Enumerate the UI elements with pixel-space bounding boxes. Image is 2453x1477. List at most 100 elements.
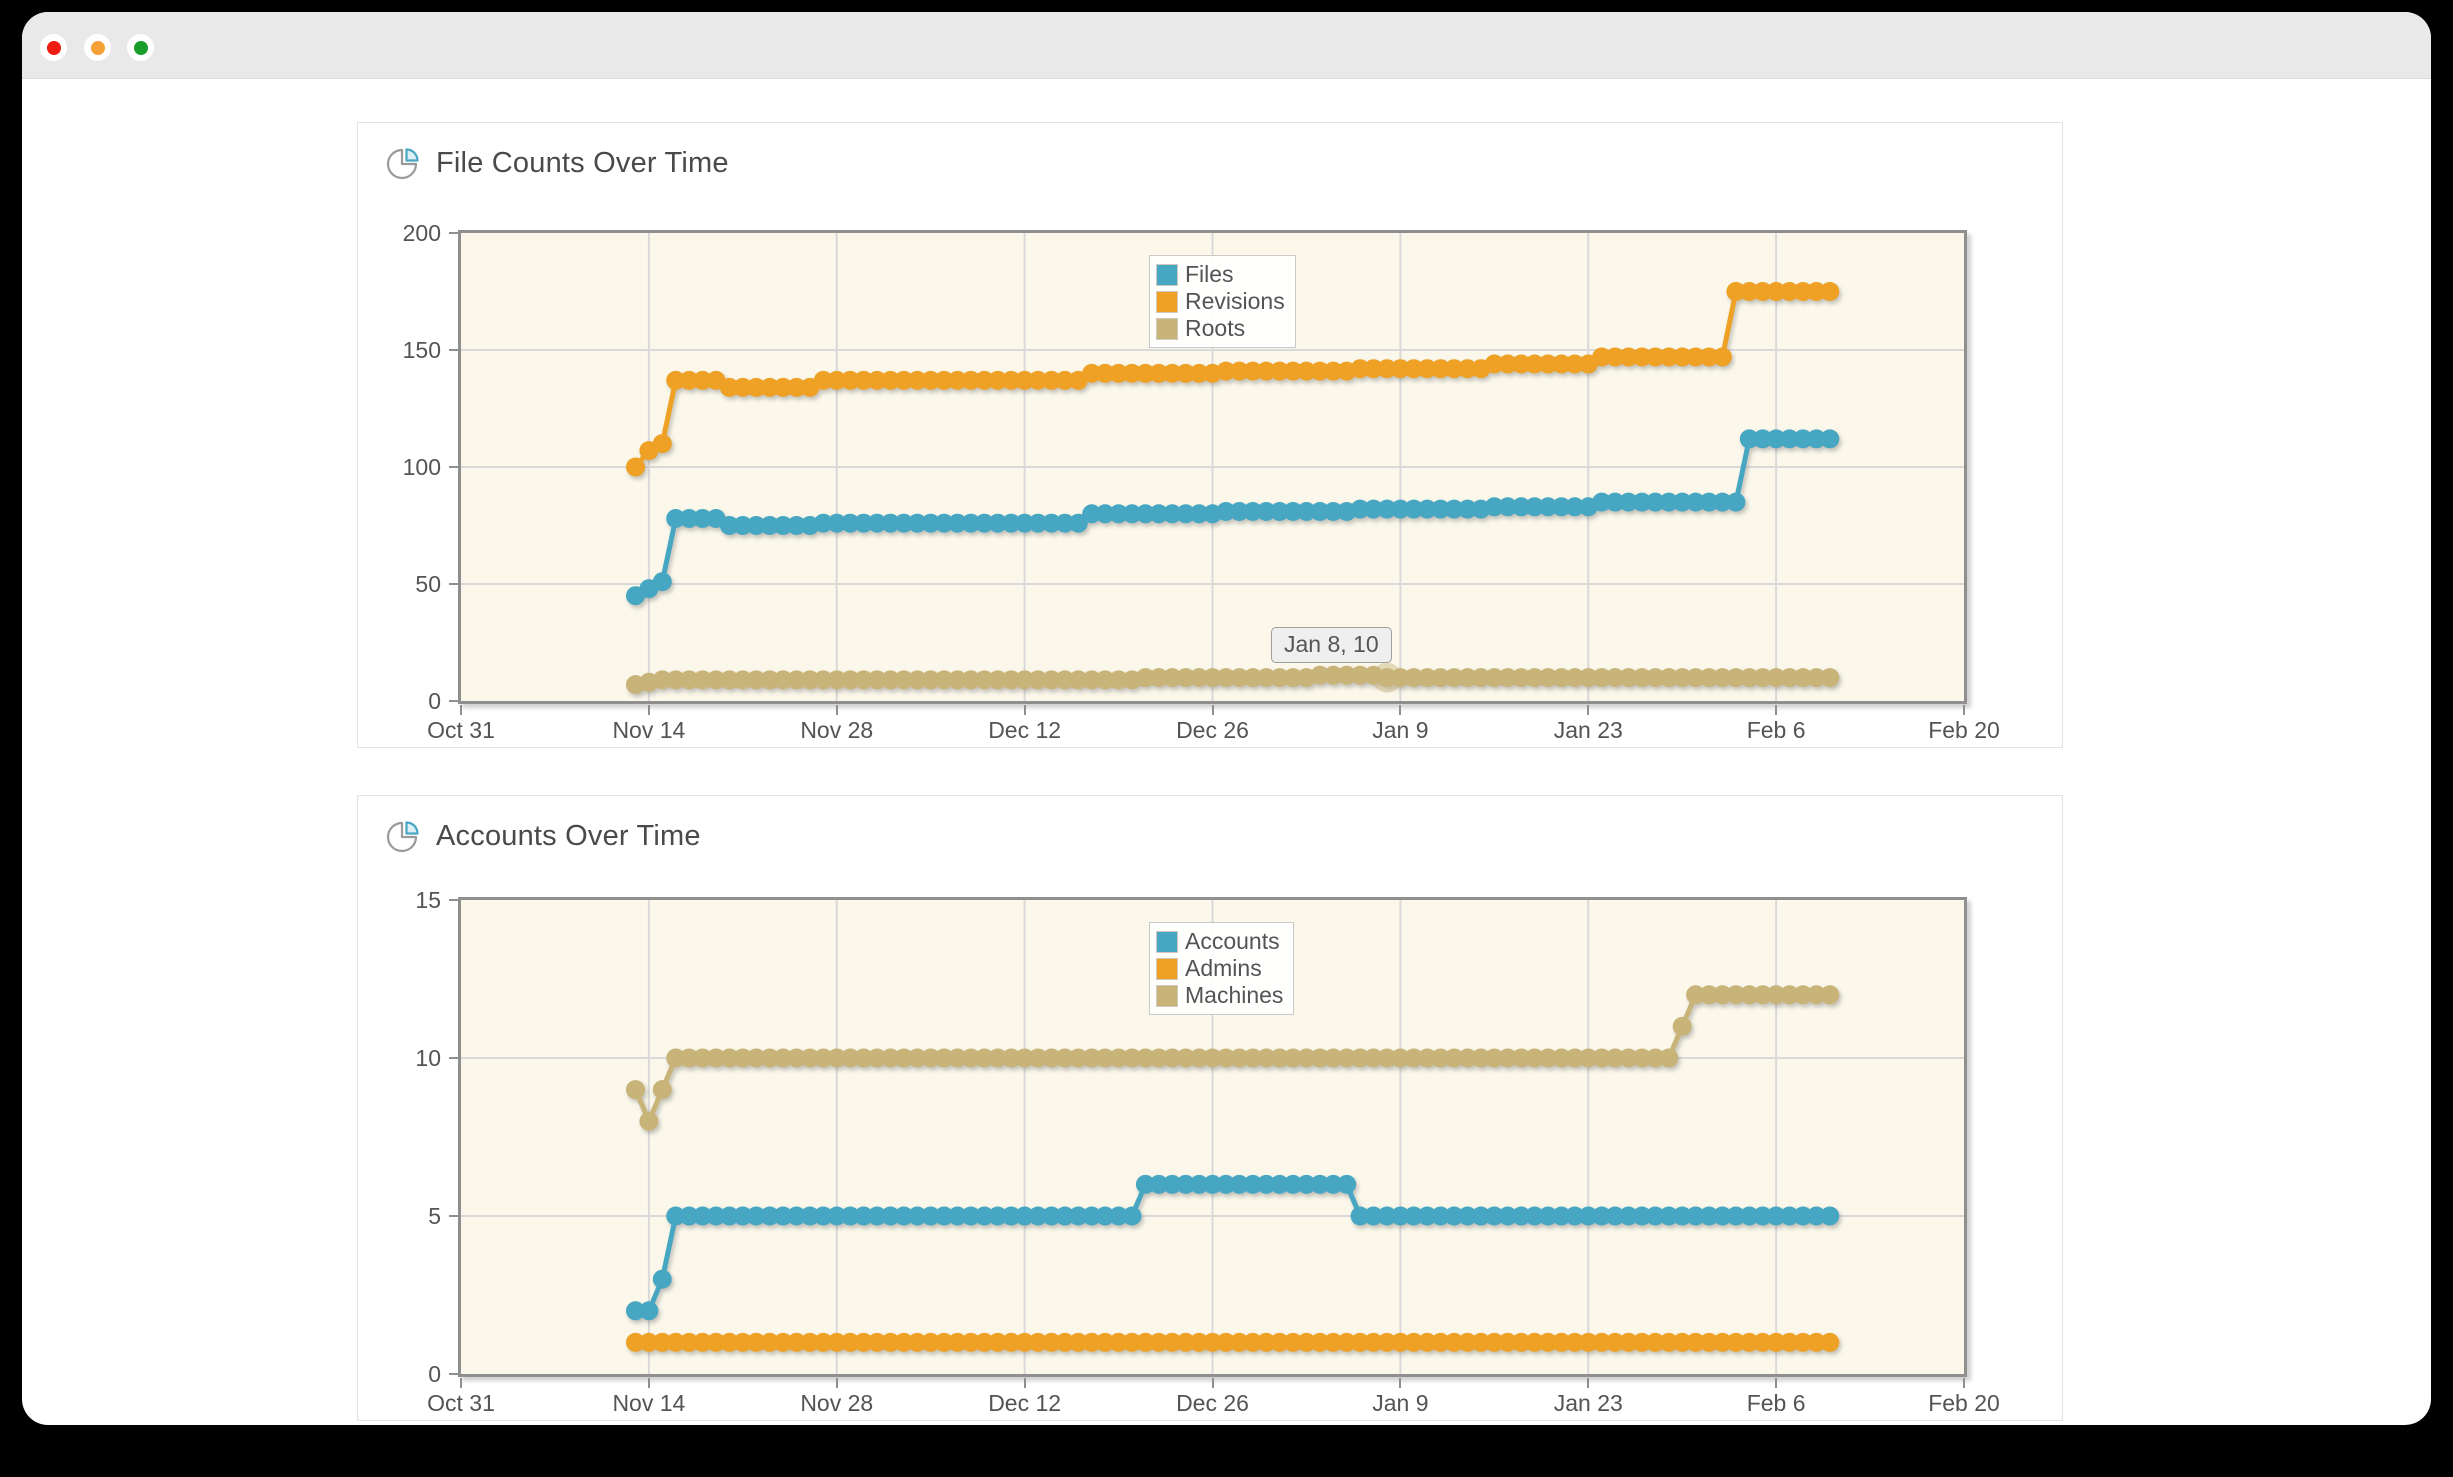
series-roots: [626, 665, 1840, 695]
minimize-icon: [90, 40, 105, 55]
legend-swatch: [1156, 290, 1178, 313]
x-tick-label: Nov 28: [800, 1390, 874, 1416]
accounts-card: Accounts Over Time Accounts Admins Machine…: [357, 795, 2063, 1421]
x-tick-mark: [1399, 1378, 1402, 1388]
y-tick-mark: [449, 466, 458, 468]
y-tick-mark: [449, 1057, 458, 1059]
y-tick-mark: [449, 899, 458, 901]
x-tick-label: Jan 9: [1372, 717, 1429, 743]
legend-label: Admins: [1185, 955, 1262, 981]
y-tick-mark: [449, 1373, 458, 1375]
x-tick-mark: [1023, 1378, 1026, 1388]
y-tick-label: 5: [428, 1203, 441, 1229]
x-tick-mark: [1211, 705, 1214, 715]
x-tick-mark: [1211, 1378, 1214, 1388]
x-tick-label: Nov 14: [612, 717, 686, 743]
legend-item: Accounts: [1156, 928, 1283, 955]
minimize-button[interactable]: [84, 34, 111, 61]
zoom-icon: [133, 40, 148, 55]
series-revisions: [626, 282, 1840, 477]
y-tick-label: 150: [402, 337, 441, 363]
y-tick-mark: [449, 583, 458, 585]
legend-item: Revisions: [1156, 288, 1285, 315]
y-tick-label: 0: [428, 1361, 441, 1387]
x-tick-label: Feb 20: [1928, 717, 2000, 743]
x-tick-mark: [835, 705, 838, 715]
plot-area[interactable]: Files Revisions Roots Jan 8, 10: [458, 230, 1967, 704]
window-titlebar: [22, 12, 2431, 79]
legend-label: Roots: [1185, 315, 1246, 341]
x-tick-label: Feb 6: [1746, 717, 1806, 743]
legend-item: Roots: [1156, 315, 1285, 342]
legend-item: Files: [1156, 261, 1285, 288]
x-tick-label: Oct 31: [427, 717, 495, 743]
legend: Files Revisions Roots: [1149, 255, 1296, 348]
x-tick-mark: [460, 705, 462, 715]
chart-canvas[interactable]: [461, 900, 1964, 1374]
legend-swatch: [1156, 317, 1178, 340]
x-tick-mark: [1587, 1378, 1590, 1388]
y-tick-label: 10: [415, 1045, 441, 1071]
x-tick-label: Jan 9: [1372, 1390, 1429, 1416]
x-tick-mark: [835, 1378, 838, 1388]
x-tick-label: Oct 31: [427, 1390, 495, 1416]
x-tick-mark: [1587, 705, 1590, 715]
app-window: File Counts Over Time Files Revisions Root…: [22, 12, 2431, 1425]
x-tick-label: Feb 20: [1928, 1390, 2000, 1416]
chart-title: File Counts Over Time: [436, 146, 729, 179]
series-admins: [626, 1332, 1840, 1352]
legend-item: Admins: [1156, 955, 1283, 982]
x-tick-mark: [1775, 1378, 1778, 1388]
y-tick-label: 15: [415, 887, 441, 913]
legend-swatch: [1156, 930, 1178, 953]
x-tick-label: Feb 6: [1746, 1390, 1806, 1416]
y-tick-mark: [449, 700, 458, 702]
x-tick-mark: [1399, 705, 1402, 715]
tooltip: Jan 8, 10: [1271, 627, 1392, 663]
x-tick-mark: [1963, 705, 1965, 715]
y-tick-label: 200: [402, 220, 441, 246]
x-tick-mark: [1963, 1378, 1965, 1388]
x-tick-mark: [647, 705, 650, 715]
x-tick-mark: [1775, 705, 1778, 715]
legend-label: Machines: [1185, 982, 1284, 1008]
x-tick-label: Nov 14: [612, 1390, 686, 1416]
x-tick-label: Dec 26: [1176, 717, 1249, 743]
legend-item: Machines: [1156, 982, 1283, 1009]
legend-label: Revisions: [1185, 288, 1285, 314]
x-tick-mark: [647, 1378, 650, 1388]
y-tick-mark: [449, 1215, 458, 1217]
series-accounts: [626, 1174, 1840, 1321]
x-tick-label: Dec 12: [988, 1390, 1062, 1416]
legend-swatch: [1156, 984, 1178, 1007]
y-tick-label: 50: [415, 571, 441, 597]
close-button[interactable]: [40, 34, 67, 61]
x-tick-mark: [460, 1378, 462, 1388]
y-tick-mark: [449, 349, 458, 351]
x-tick-label: Jan 23: [1553, 1390, 1623, 1416]
legend-swatch: [1156, 263, 1178, 286]
x-tick-mark: [1023, 705, 1026, 715]
legend-swatch: [1156, 957, 1178, 980]
chart-title: Accounts Over Time: [436, 819, 701, 852]
close-icon: [46, 40, 61, 55]
plot-area[interactable]: Accounts Admins Machines: [458, 897, 1967, 1377]
file-counts-card: File Counts Over Time Files Revisions Root…: [357, 122, 2063, 748]
x-tick-label: Nov 28: [800, 717, 874, 743]
y-tick-label: 100: [402, 454, 441, 480]
x-tick-label: Dec 26: [1176, 1390, 1249, 1416]
series-files: [626, 429, 1840, 606]
x-tick-label: Dec 12: [988, 717, 1062, 743]
pie-chart-icon: [386, 818, 422, 854]
series-machines: [626, 985, 1840, 1131]
legend-label: Accounts: [1185, 928, 1280, 954]
chart-canvas[interactable]: [461, 233, 1964, 701]
y-tick-mark: [449, 232, 458, 234]
pie-chart-icon: [386, 145, 422, 181]
y-tick-label: 0: [428, 688, 441, 714]
legend-label: Files: [1185, 261, 1234, 287]
hover-highlight-point: [1371, 662, 1402, 693]
x-tick-label: Jan 23: [1553, 717, 1623, 743]
zoom-button[interactable]: [127, 34, 154, 61]
legend: Accounts Admins Machines: [1149, 922, 1295, 1015]
